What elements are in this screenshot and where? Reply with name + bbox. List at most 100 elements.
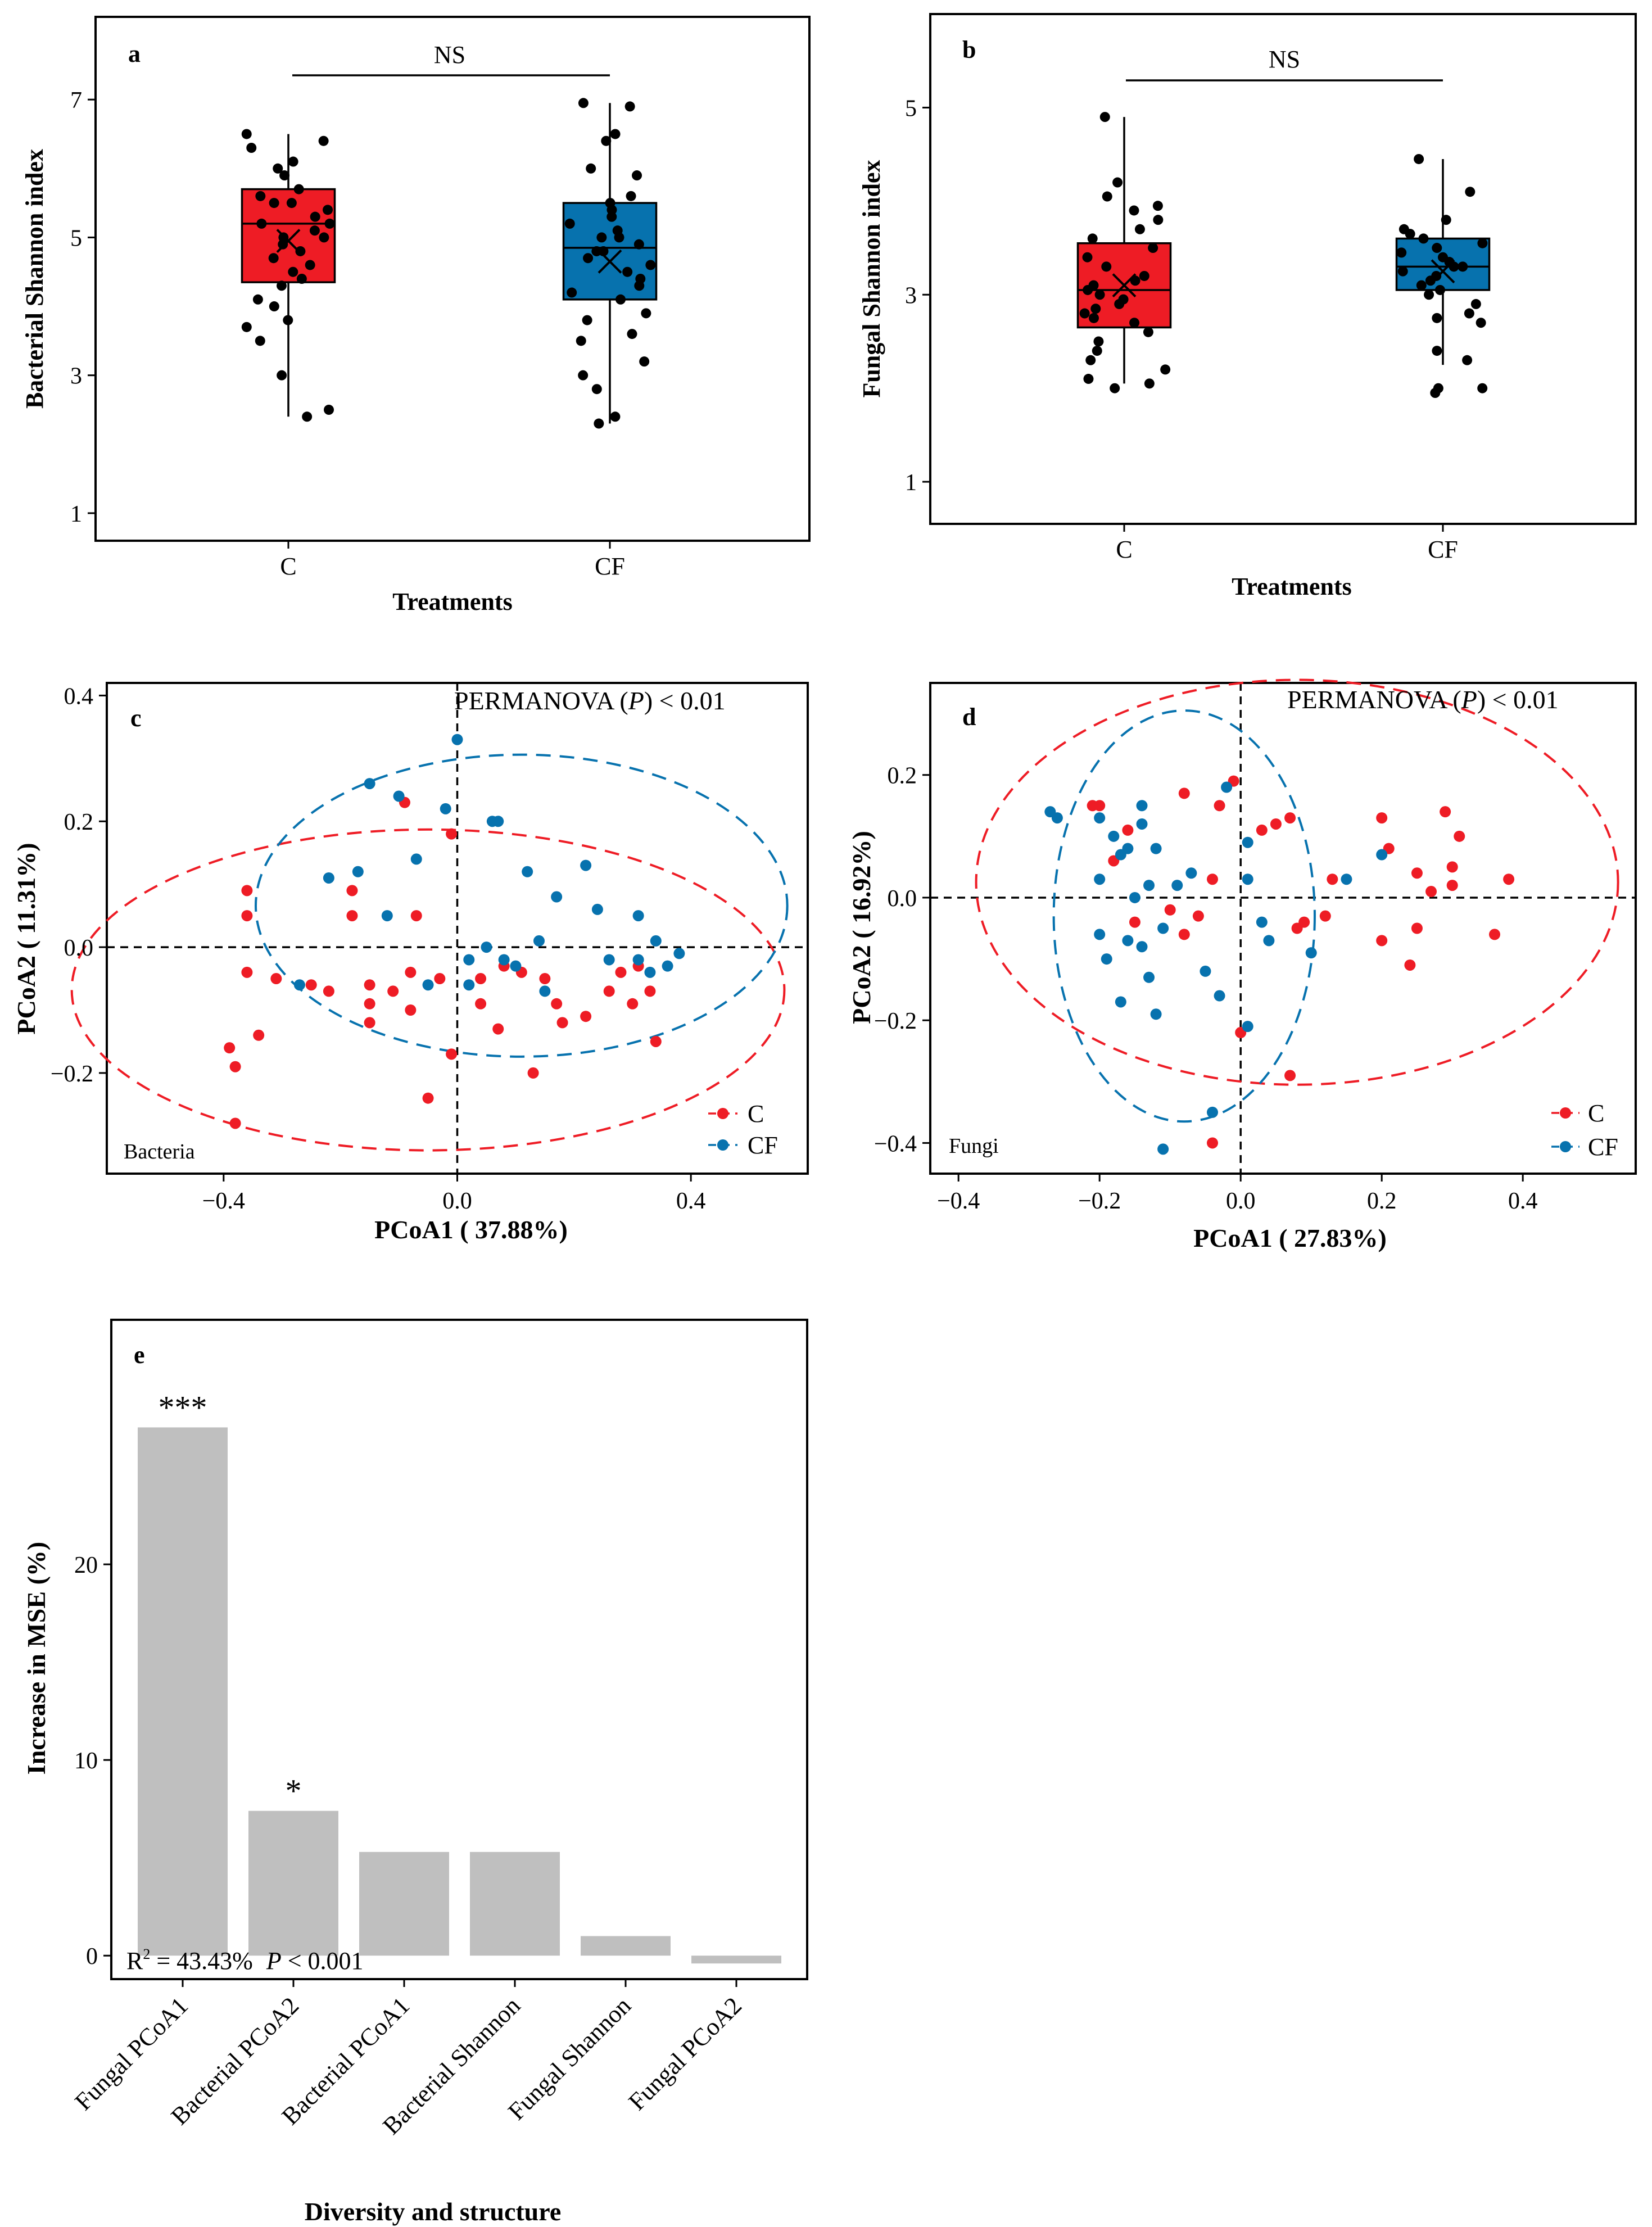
data-point bbox=[305, 260, 315, 270]
point-c bbox=[603, 985, 615, 997]
point-cf bbox=[323, 872, 334, 884]
data-point bbox=[273, 163, 283, 174]
point-c bbox=[650, 1035, 662, 1047]
data-point bbox=[246, 143, 257, 153]
point-cf bbox=[1094, 812, 1106, 824]
point-cf bbox=[1094, 873, 1106, 885]
y-tick-label: −0.2 bbox=[874, 1008, 917, 1034]
point-c bbox=[229, 1061, 241, 1072]
panel-c-y-title: PCoA2 ( 11.31%) bbox=[12, 843, 40, 1034]
point-c bbox=[1284, 812, 1296, 824]
point-cf bbox=[1256, 916, 1268, 928]
x-tick-label: 0.0 bbox=[1226, 1188, 1256, 1214]
x-tick-label: C bbox=[280, 553, 296, 580]
data-point bbox=[598, 246, 609, 256]
point-cf bbox=[1044, 806, 1056, 818]
point-c bbox=[1207, 1137, 1218, 1149]
data-point bbox=[639, 356, 650, 367]
data-point bbox=[622, 266, 633, 277]
data-point bbox=[1090, 304, 1101, 314]
data-point bbox=[578, 370, 589, 381]
panel-a: a 1 3 5 7 C CF NS Treatments Bacterial Shann… bbox=[21, 16, 811, 615]
point-c bbox=[323, 985, 334, 997]
data-point bbox=[295, 246, 306, 256]
panel-d-legend-marker-c bbox=[1560, 1107, 1571, 1119]
point-c bbox=[241, 910, 253, 922]
panel-a-tag: a bbox=[128, 40, 141, 67]
data-point bbox=[288, 266, 298, 277]
data-point bbox=[269, 198, 279, 209]
point-c bbox=[364, 1017, 375, 1029]
point-cf bbox=[522, 866, 533, 877]
bar-bacterial-pcoa2 bbox=[248, 1810, 338, 1956]
data-point bbox=[241, 129, 252, 139]
panel-e-plot-frame bbox=[110, 1319, 808, 1980]
y-tick-label: 0.2 bbox=[888, 763, 917, 789]
point-c bbox=[1178, 929, 1190, 940]
data-point bbox=[1462, 355, 1473, 365]
data-point bbox=[591, 384, 602, 395]
point-cf bbox=[1214, 990, 1225, 1002]
panel-a-x-title: Treatments bbox=[392, 588, 512, 615]
point-cf bbox=[293, 979, 305, 991]
panel-d-legend-label-cf: CF bbox=[1588, 1133, 1618, 1161]
panel-d: d −0.4 −0.2 0.0 0.2 −0.4 −0.2 0.0 0.2 0.4 PERMA… bbox=[847, 678, 1637, 1252]
point-cf bbox=[1150, 1008, 1162, 1020]
data-point bbox=[1085, 355, 1096, 365]
data-point bbox=[1449, 261, 1459, 272]
point-cf bbox=[463, 954, 475, 966]
data-point bbox=[1432, 346, 1442, 356]
y-tick-label: 0.2 bbox=[64, 809, 94, 835]
point-c bbox=[1446, 880, 1458, 891]
data-point bbox=[634, 280, 645, 291]
point-cf bbox=[533, 935, 545, 947]
point-cf bbox=[1207, 1106, 1218, 1118]
point-cf bbox=[486, 816, 498, 827]
point-c bbox=[556, 1017, 568, 1029]
data-point bbox=[1476, 318, 1486, 328]
data-point bbox=[610, 129, 621, 139]
significance-stars: * bbox=[286, 1773, 302, 1809]
y-tick-label: 0.4 bbox=[64, 684, 94, 709]
x-tick-label: Fungal PCoA1 bbox=[70, 1991, 193, 2115]
point-cf bbox=[580, 859, 592, 871]
data-point bbox=[302, 411, 313, 422]
panel-a-plot-frame bbox=[94, 16, 811, 542]
point-c bbox=[364, 998, 375, 1010]
data-point bbox=[1152, 201, 1163, 211]
point-cf bbox=[1108, 830, 1120, 842]
point-cf bbox=[1242, 1021, 1253, 1033]
data-point bbox=[277, 280, 287, 291]
y-tick-label: 3 bbox=[905, 283, 917, 309]
data-point bbox=[596, 232, 607, 243]
data-point bbox=[1458, 261, 1468, 272]
panel-d-x-axis: −0.4 −0.2 0.0 0.2 0.4 bbox=[937, 1174, 1537, 1214]
data-point bbox=[1144, 378, 1155, 389]
point-cf bbox=[1150, 843, 1162, 854]
point-c bbox=[346, 910, 358, 922]
point-c bbox=[305, 979, 317, 991]
point-cf bbox=[539, 985, 551, 997]
panel-b-x-title: Treatments bbox=[1232, 573, 1351, 600]
point-c bbox=[1207, 873, 1218, 885]
point-cf bbox=[1242, 836, 1253, 848]
y-tick-label: 20 bbox=[74, 1552, 98, 1578]
point-c bbox=[1214, 800, 1225, 812]
point-c bbox=[1446, 861, 1458, 873]
data-point bbox=[1092, 346, 1102, 356]
data-point bbox=[283, 315, 293, 325]
data-point bbox=[1477, 238, 1488, 248]
data-point bbox=[256, 218, 267, 229]
point-cf bbox=[632, 954, 644, 966]
data-point bbox=[1418, 233, 1429, 244]
panel-d-permanova: PERMANOVA (P) < 0.01 bbox=[1287, 685, 1559, 714]
point-cf bbox=[510, 960, 522, 972]
point-c bbox=[539, 973, 551, 985]
point-cf bbox=[381, 910, 393, 922]
y-tick-label: 0 bbox=[86, 1944, 98, 1970]
point-c bbox=[1122, 824, 1134, 836]
data-point bbox=[1396, 247, 1407, 258]
x-tick-label: −0.2 bbox=[1078, 1188, 1121, 1214]
panel-d-y-title: PCoA2 ( 16.92%) bbox=[847, 831, 876, 1024]
point-c bbox=[627, 998, 639, 1010]
